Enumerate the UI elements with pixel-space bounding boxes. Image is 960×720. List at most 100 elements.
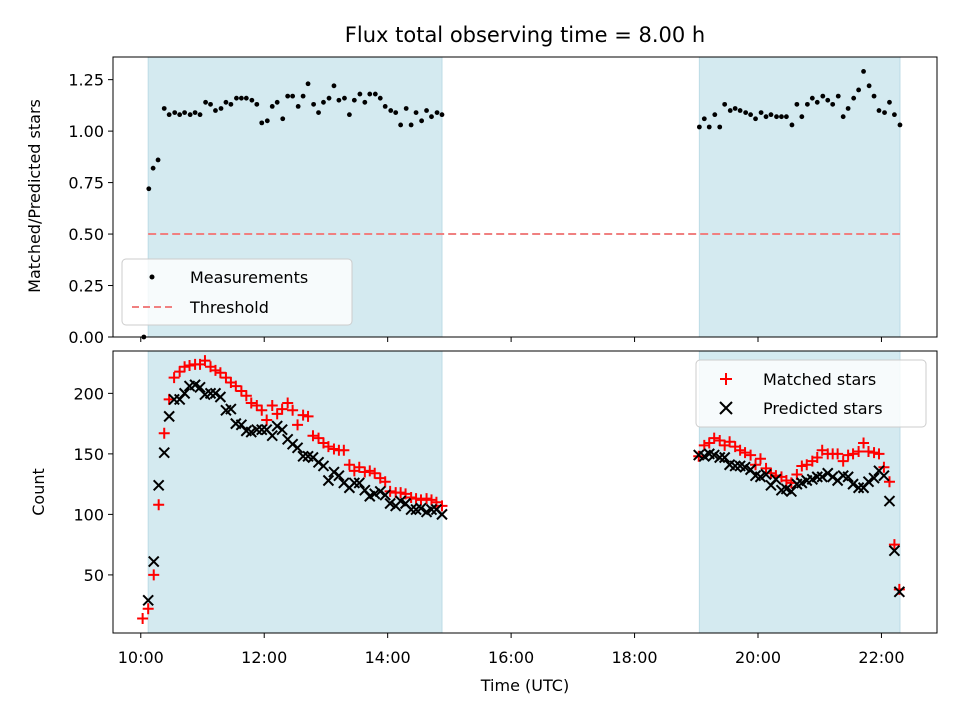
top-measurements-point	[166, 112, 172, 118]
top-y-tick-label: 0.50	[68, 225, 104, 244]
bottom-matched-stars-point	[256, 404, 268, 416]
top-measurements-point	[192, 110, 198, 115]
top-measurements-point	[351, 97, 357, 103]
top-measurements-point	[290, 93, 296, 99]
top-measurements-point	[280, 116, 286, 122]
bottom-matched-stars-point	[847, 448, 859, 460]
bottom-matched-stars-point	[142, 603, 154, 615]
top-measurements-point	[243, 95, 249, 101]
bottom-predicted-stars-point	[893, 586, 906, 598]
bottom-predicted-stars-point	[178, 387, 191, 400]
top-measurements-point	[172, 110, 178, 115]
bottom-predicted-stars-point	[353, 477, 365, 489]
bottom-predicted-stars-point	[204, 387, 217, 400]
bottom-matched-stars-point	[261, 414, 273, 426]
top-measurements-point	[223, 99, 229, 105]
bottom-matched-stars-point	[868, 447, 880, 459]
bottom-predicted-stars-point	[291, 442, 304, 454]
bottom-matched-stars-point	[714, 435, 726, 447]
x-axis-label: Time (UTC)	[480, 676, 569, 695]
bottom-matched-stars-point	[148, 569, 160, 581]
top-measurements-point	[717, 124, 723, 130]
bottom-matched-stars-point	[266, 399, 278, 411]
top-shaded-window-1	[698, 56, 901, 338]
top-measurements-point	[150, 165, 156, 171]
bottom-matched-stars-point	[708, 432, 720, 444]
top-measurements-point	[326, 95, 332, 101]
bottom-matched-stars-point	[230, 380, 242, 392]
top-y-tick-label: 1.25	[68, 71, 104, 90]
bottom-predicted-stars-point	[868, 472, 880, 484]
top-axes-frame	[112, 56, 938, 338]
bottom-predicted-stars-point	[214, 391, 227, 403]
top-measurements-point	[336, 97, 342, 103]
bottom-predicted-stars-point	[847, 478, 859, 490]
top-measurements-point	[892, 112, 897, 118]
bottom-matched-stars-point	[322, 441, 334, 453]
bottom-predicted-stars-point	[256, 423, 268, 436]
top-measurements-point	[238, 95, 244, 101]
bottom-matched-stars-point	[801, 459, 813, 471]
bottom-matched-stars-point	[405, 491, 417, 503]
top-measurements-point	[274, 99, 280, 105]
top-measurements-point	[429, 114, 434, 120]
top-measurements-point	[419, 118, 425, 124]
bottom-matched-stars-point	[745, 449, 757, 461]
bottom-matched-stars-point	[425, 494, 437, 506]
top-measurements-point	[346, 112, 352, 118]
bottom-predicted-stars-point	[225, 403, 237, 415]
top-measurements-point	[732, 106, 738, 111]
bottom-matched-stars-point	[410, 493, 422, 505]
top-measurements-point	[835, 93, 841, 99]
bottom-predicted-stars-point	[816, 471, 828, 483]
bottom-matched-stars-point	[853, 445, 865, 457]
bottom-matched-stars-point	[282, 397, 294, 409]
bottom-matched-stars-point	[858, 437, 870, 449]
top-measurements-point	[799, 114, 805, 120]
top-measurements-point	[342, 95, 347, 101]
x-tick-label: 18:00	[612, 648, 658, 667]
top-legend-box	[121, 258, 353, 326]
bottom-matched-stars-point	[251, 399, 263, 411]
bottom-predicted-stars-point	[152, 479, 165, 492]
top-y-tick-label: 0.00	[68, 328, 104, 347]
bottom-matched-stars-point	[307, 430, 319, 442]
top-measurements-point	[737, 108, 743, 113]
top-measurements-point	[814, 99, 820, 105]
top-measurements-point	[876, 108, 882, 113]
top-measurements-point	[706, 124, 712, 130]
top-measurements-point	[187, 112, 193, 118]
top-measurements-point	[218, 106, 224, 111]
bottom-predicted-stars-point	[811, 471, 823, 483]
bottom-matched-stars-point	[364, 465, 376, 477]
legend-label-threshold: Threshold	[189, 298, 269, 317]
legend-label-predicted: Predicted stars	[763, 399, 883, 418]
bottom-axes-frame	[112, 350, 938, 634]
top-y-tick-label: 0.75	[68, 174, 104, 193]
top-measurements-point	[840, 114, 846, 120]
top-y-tick-label: 0.25	[68, 277, 104, 296]
x-tick-label: 20:00	[735, 648, 781, 667]
top-measurements-point	[213, 108, 218, 113]
bottom-matched-stars-point	[276, 403, 288, 415]
top-measurements-point	[228, 101, 234, 107]
bottom-matched-stars-point	[179, 361, 191, 373]
top-measurements-point	[372, 91, 378, 97]
bottom-predicted-stars-point	[251, 423, 263, 436]
top-measurements-point	[701, 116, 707, 122]
top-measurements-point	[768, 112, 774, 118]
bottom-predicted-stars-point	[770, 473, 782, 485]
bottom-matched-stars-point	[415, 494, 427, 506]
top-measurements-point	[161, 106, 167, 111]
bottom-matched-stars-point	[338, 444, 350, 456]
top-measurements-point	[259, 120, 265, 126]
bottom-matched-stars-point	[760, 462, 772, 474]
bottom-predicted-stars-point	[415, 502, 427, 515]
bottom-matched-stars-point	[436, 500, 448, 512]
bottom-matched-stars-point	[421, 493, 433, 505]
bottom-matched-stars-point	[395, 487, 407, 499]
top-measurements-point	[155, 157, 161, 163]
top-legend: Measurements Threshold	[121, 258, 353, 326]
top-measurements-point	[897, 122, 903, 128]
top-measurements-point	[856, 87, 862, 93]
